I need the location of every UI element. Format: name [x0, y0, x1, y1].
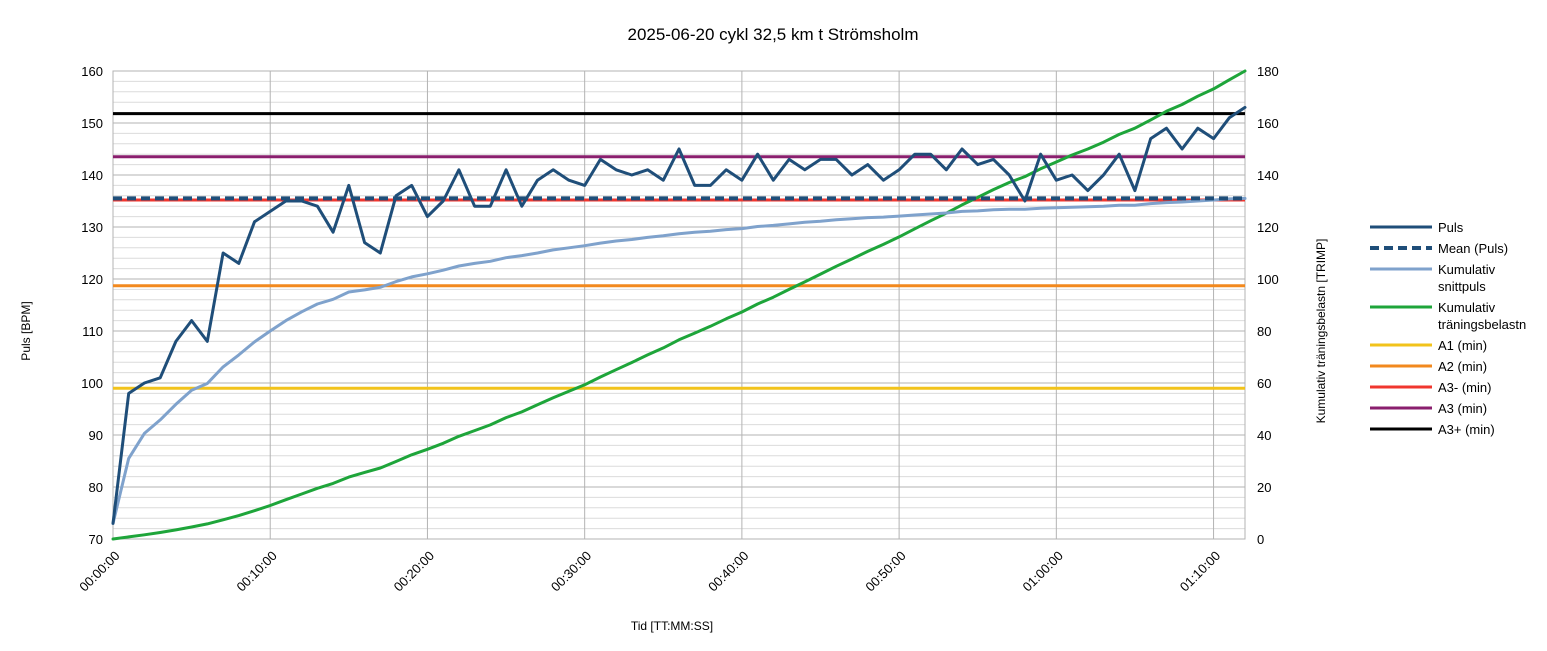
- y-tick-label: 80: [89, 480, 103, 495]
- y2-tick-label: 180: [1257, 64, 1279, 79]
- legend-label: A3+ (min): [1438, 422, 1495, 437]
- legend-label: Mean (Puls): [1438, 241, 1508, 256]
- y-tick-label: 130: [81, 220, 103, 235]
- gridlines: [112, 70, 1246, 540]
- y2-axis-label: Kumulativ träningsbelastn [TRIMP]: [1314, 239, 1328, 424]
- y2-tick-label: 160: [1257, 116, 1279, 131]
- x-tick-label: 00:00:00: [76, 548, 122, 594]
- x-tick-label: 00:10:00: [233, 548, 279, 594]
- y2-tick-label: 40: [1257, 428, 1271, 443]
- x-tick-label: 00:40:00: [705, 548, 751, 594]
- legend-label: snittpuls: [1438, 279, 1486, 294]
- y2-tick-label: 20: [1257, 480, 1271, 495]
- series-line-kumulativ-träningsbelastn: [111, 69, 1247, 541]
- x-tick-label: 01:00:00: [1020, 548, 1066, 594]
- series-lines: [111, 69, 1247, 541]
- chart-title: 2025-06-20 cykl 32,5 km t Strömsholm: [627, 25, 918, 44]
- y-tick-label: 90: [89, 428, 103, 443]
- legend-entry: Mean (Puls): [1370, 241, 1508, 256]
- legend-entry: A1 (min): [1370, 338, 1487, 353]
- series-line-kumulativ-snittpuls: [111, 196, 1247, 525]
- x-tick-label: 00:30:00: [548, 548, 594, 594]
- y-tick-label: 150: [81, 116, 103, 131]
- legend-label: Puls: [1438, 220, 1464, 235]
- y2-tick-label: 60: [1257, 376, 1271, 391]
- legend-label: Kumulativ: [1438, 262, 1496, 277]
- y-tick-label: 110: [82, 324, 103, 339]
- legend-entry: Kumulativ träningsbelastn: [1370, 300, 1526, 332]
- legend-label: A2 (min): [1438, 359, 1487, 374]
- legend-entry: Puls: [1370, 220, 1464, 235]
- y2-tick-label: 80: [1257, 324, 1271, 339]
- legend-entry: Kumulativ snittpuls: [1370, 262, 1496, 294]
- plot-area-border: [112, 70, 1246, 540]
- legend-label: A3- (min): [1438, 380, 1491, 395]
- legend-entry: A3 (min): [1370, 401, 1487, 416]
- y2-tick-label: 0: [1257, 532, 1264, 547]
- y2-tick-label: 120: [1257, 220, 1279, 235]
- x-tick-label: 00:50:00: [862, 548, 908, 594]
- y2-tick-label: 100: [1257, 272, 1279, 287]
- y-axis-label: Puls [BPM]: [19, 301, 33, 360]
- y-tick-label: 70: [89, 532, 103, 547]
- legend-entry: A2 (min): [1370, 359, 1487, 374]
- legend-entry: A3+ (min): [1370, 422, 1495, 437]
- y-tick-label: 160: [81, 64, 103, 79]
- y-tick-label: 100: [81, 376, 103, 391]
- legend-label: träningsbelastn: [1438, 317, 1526, 332]
- legend-label: Kumulativ: [1438, 300, 1496, 315]
- legend-label: A1 (min): [1438, 338, 1487, 353]
- series-line-puls: [111, 105, 1247, 525]
- y-tick-label: 120: [81, 272, 103, 287]
- y2-tick-label: 140: [1257, 168, 1279, 183]
- x-tick-label: 01:10:00: [1177, 548, 1223, 594]
- legend-label: A3 (min): [1438, 401, 1487, 416]
- legend-entry: A3- (min): [1370, 380, 1491, 395]
- x-axis-label: Tid [TT:MM:SS]: [631, 619, 713, 633]
- x-tick-label: 00:20:00: [391, 548, 437, 594]
- y-tick-label: 140: [81, 168, 103, 183]
